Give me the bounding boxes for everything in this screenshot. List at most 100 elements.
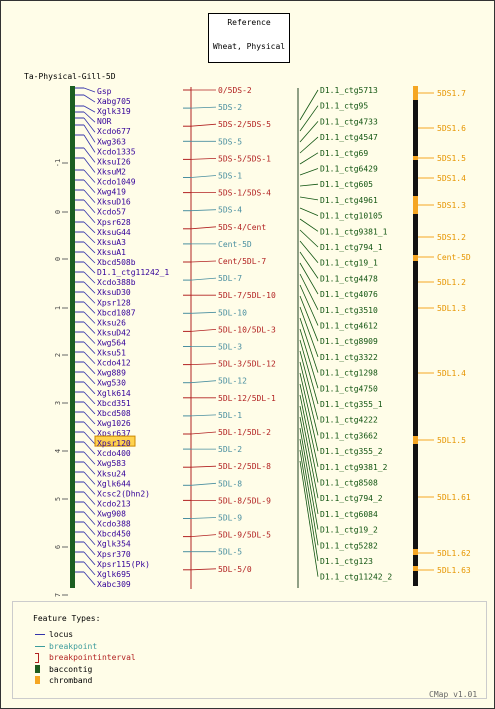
marker-label: XksuA3	[97, 238, 126, 247]
chromband-label: 5DS1.5	[437, 154, 466, 163]
contig-label: D1.1_ctg4612	[320, 322, 378, 331]
contig-connector	[299, 136, 319, 154]
bp-connector	[190, 431, 217, 435]
legend-label: breakpoint	[49, 641, 98, 651]
marker-label: Xwg889	[97, 369, 126, 378]
marker-connector	[83, 411, 96, 425]
marker-connector	[83, 157, 96, 173]
contig-label: D1.1_ctg19_1	[320, 259, 378, 268]
scale-tick-label: 3	[54, 401, 62, 405]
breakpoint-label: 5DS-4	[218, 206, 242, 215]
marker-label: Xpsr120	[97, 439, 131, 448]
contig-connector	[299, 168, 319, 176]
chromband-label: 5DL1.61	[437, 493, 471, 502]
marker-label: Xabg705	[97, 97, 131, 106]
bp-connector	[190, 363, 217, 365]
marker-label: Xbcd450	[97, 530, 131, 539]
contig-connector	[299, 251, 319, 279]
marker-label: Xcdo1049	[97, 178, 136, 187]
contig-label: D1.1_ctg4222	[320, 416, 378, 425]
marker-label: Xwg908	[97, 510, 126, 519]
breakpoint-label: 5DL-12	[218, 377, 247, 386]
scale-tick-label: 4	[54, 449, 62, 453]
contig-connector	[299, 218, 319, 232]
contig-connector	[299, 339, 319, 405]
marker-connector	[83, 381, 96, 395]
contig-connector	[299, 240, 319, 263]
contig-label: D1.1_ctg9381_1	[320, 227, 388, 236]
scale-tick-label: 2	[54, 353, 62, 357]
marker-label: XksuD30	[97, 288, 131, 297]
marker-label: Xglk695	[97, 570, 131, 579]
contig-connector	[299, 394, 319, 483]
contig-connector	[299, 183, 319, 187]
bp-connector	[190, 226, 217, 230]
contig-connector	[299, 350, 319, 420]
marker-connector	[83, 371, 96, 385]
bp-connector	[190, 329, 217, 332]
marker-label: Xglk614	[97, 389, 131, 398]
marker-label: Xcdo213	[97, 499, 131, 508]
breakpoint-label: 5DL-7	[218, 274, 242, 283]
interval-label: 5DL-7/5DL-10	[218, 291, 276, 300]
marker-label: Xpsr637	[97, 429, 131, 438]
marker-label: Xcdo412	[97, 359, 131, 368]
marker-connector	[83, 261, 96, 274]
bp-connector	[190, 414, 217, 417]
contig-connector	[299, 273, 319, 310]
marker-label: Xbcd1087	[97, 308, 136, 317]
marker-connector	[83, 124, 96, 143]
bp-connector	[190, 277, 217, 281]
chromband-label: 5DL1.3	[437, 304, 466, 313]
marker-label: NOR	[97, 117, 112, 126]
reference-box[interactable]: Reference Wheat, Physical	[208, 13, 290, 63]
marker-connector	[83, 531, 96, 545]
marker-label: Xksu26	[97, 318, 126, 327]
chromband-label: 5DS1.3	[437, 201, 466, 210]
contig-connector	[299, 207, 319, 216]
interval-label: 5DL-9/5DL-5	[218, 531, 271, 540]
marker-connector	[83, 94, 96, 103]
chromband-segment	[413, 86, 418, 100]
contig-connector	[299, 89, 319, 121]
scale-tick-label: 0	[54, 257, 62, 261]
marker-connector	[83, 331, 96, 344]
reference-subtitle: Wheat, Physical	[212, 42, 286, 51]
contig-label: D1.1_ctg4750	[320, 384, 378, 393]
contig-connector	[299, 152, 319, 165]
interval-label: 5DL-3/5DL-12	[218, 360, 276, 369]
marker-label: Xwg419	[97, 188, 126, 197]
scale-tick-label: 5	[54, 497, 62, 501]
contig-label: D1.1_ctg8909	[320, 337, 378, 346]
marker-label: XksuM2	[97, 167, 126, 176]
contig-connector	[299, 449, 319, 562]
marker-connector	[83, 111, 96, 123]
legend-label: breakpointinterval	[49, 653, 136, 662]
interval-label: 5DL-2/5DL-8	[218, 462, 271, 471]
marker-label: XksuG44	[97, 228, 131, 237]
contig-label: D1.1_ctg1298	[320, 369, 378, 378]
marker-label: Xpsr115(Pk)	[97, 560, 150, 569]
marker-label: Xglk354	[97, 540, 131, 549]
legend-swatch	[35, 653, 39, 663]
bp-connector	[190, 465, 217, 468]
interval-label: Cent/5DL-7	[218, 257, 266, 266]
bp-connector	[190, 482, 217, 486]
marker-label: XksuA1	[97, 248, 126, 257]
contig-connector	[299, 317, 319, 373]
contig-label: D1.1_ctg123	[320, 557, 373, 566]
chromband-segment	[413, 436, 418, 444]
marker-connector	[83, 511, 96, 525]
breakpoint-label: 5DL-9	[218, 514, 242, 523]
bp-connector	[190, 209, 217, 212]
cmap-chart: Ta-Physical-Gill-5D -1 0 0 1 2 3 4 5 6 7 GspXabg705…	[24, 72, 471, 597]
contig-label: D1.1_ctg355_1	[320, 400, 383, 409]
marker-label: Xglk319	[97, 107, 131, 116]
contig-connector	[299, 262, 319, 295]
chromband-segment	[413, 549, 418, 555]
contig-label: D1.1_ctg95	[320, 102, 368, 111]
chromband-segment	[413, 566, 418, 571]
contig-connector	[299, 295, 319, 342]
marker-connector	[83, 117, 96, 133]
bp-connector	[190, 517, 217, 519]
